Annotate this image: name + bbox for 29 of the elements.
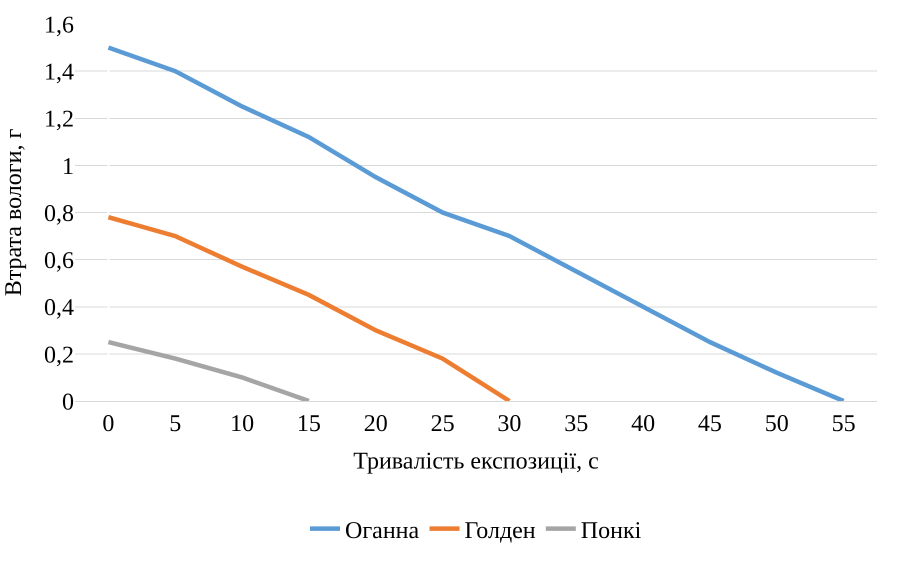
legend-label: Оганна [345,518,420,544]
x-tick-label: 30 [497,410,522,437]
y-tick-label: 1 [62,154,74,180]
x-tick-label: 15 [296,410,321,437]
y-tick-label: 0,4 [44,295,74,322]
x-tick-label: 25 [430,410,455,437]
y-axis-title: Втрата вологи, г [1,128,28,296]
line-series [106,340,312,401]
y-tick-label: 1,6 [44,12,74,38]
x-axis-title: Тривалість експозиції, с [353,448,599,474]
legend-label: Голден [464,518,536,544]
x-tick-label: 55 [832,410,856,437]
y-tick-label: 1,4 [44,60,74,86]
y-tick-label: 0,8 [44,200,74,227]
line-series [106,214,512,401]
x-tick-label: 40 [631,410,656,437]
x-tick-label: 10 [230,410,254,437]
y-tick-label: 0,2 [44,342,74,368]
x-tick-label: 5 [169,410,182,437]
x-tick-label: 0 [102,410,114,437]
legend-label: Понкі [580,518,642,544]
x-tick-label: 50 [764,410,789,437]
line-series [106,45,846,401]
y-tick-label: 1,2 [44,106,74,133]
y-tick-label: 0,6 [44,248,74,274]
x-tick-label: 20 [364,410,388,437]
y-tick-label: 0 [62,389,74,416]
x-tick-label: 45 [698,410,722,437]
x-tick-label: 35 [564,410,588,437]
